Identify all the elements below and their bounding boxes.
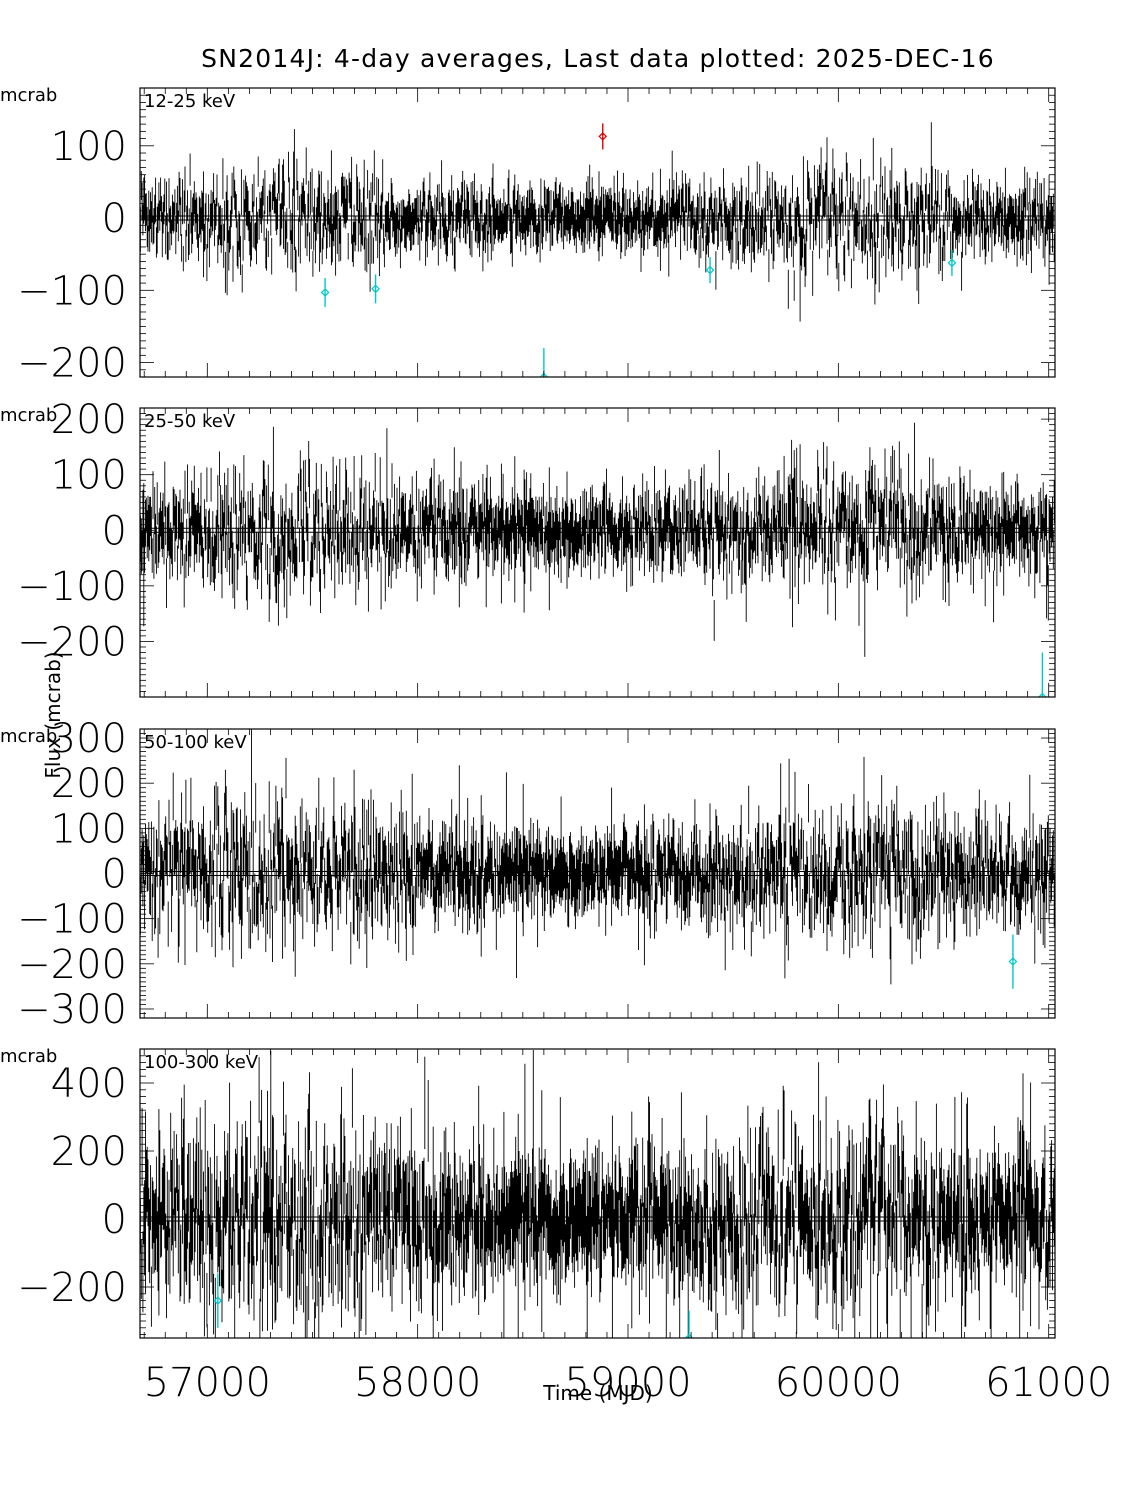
- panel-1: −200 −100 0 100 mcrab 12-25 keV: [0, 85, 1056, 387]
- panel-frame: [139, 87, 1056, 378]
- highlight-point-1: [1008, 934, 1018, 989]
- y-tick-label: −100: [17, 268, 127, 314]
- highlight-point-4: [598, 123, 608, 150]
- y-tick-label: −200: [17, 341, 127, 387]
- x-tick-label: 57000: [144, 1360, 271, 1406]
- error-bars: [140, 422, 1055, 657]
- y-tick-label: −200: [17, 619, 127, 665]
- y-tick-label: 100: [51, 124, 127, 170]
- data-series: [140, 1050, 1055, 1338]
- y-tick-label: 400: [51, 1061, 127, 1107]
- y-tick-label: 100: [51, 453, 127, 499]
- y-tick-label: 300: [51, 716, 127, 762]
- y-tick-label: 0: [102, 852, 127, 898]
- highlight-point-1: [320, 278, 330, 307]
- unit-label: mcrab: [0, 405, 57, 426]
- y-axis-label: Flux (mcrab): [41, 651, 65, 778]
- highlight-point-1: [1038, 652, 1047, 697]
- error-bars: [140, 122, 1055, 322]
- data-series: [140, 422, 1055, 697]
- data-series: [140, 729, 1055, 989]
- error-bars: [140, 729, 1055, 985]
- panel-frame: [139, 1048, 1056, 1339]
- unit-label: mcrab: [0, 1046, 57, 1067]
- error-bars: [140, 1050, 1055, 1338]
- highlight-point-1: [213, 1273, 223, 1328]
- chart-title: SN2014J: 4-day averages, Last data plott…: [201, 44, 995, 73]
- y-tick-label: −100: [17, 564, 127, 610]
- y-tick-label: −200: [17, 1265, 127, 1311]
- highlight-point-5: [705, 257, 715, 284]
- highlight-point-6: [947, 249, 957, 276]
- x-tick-label: 59000: [564, 1360, 691, 1406]
- band-label: 12-25 keV: [144, 91, 236, 112]
- band-label: 25-50 keV: [144, 411, 236, 432]
- unit-label: mcrab: [0, 85, 57, 106]
- unit-label: mcrab: [0, 726, 57, 747]
- y-tick-label: 0: [102, 508, 127, 554]
- highlight-point-3: [539, 348, 549, 377]
- band-label: 100-300 keV: [144, 1052, 259, 1073]
- y-tick-label: −100: [17, 897, 127, 943]
- y-tick-label: 200: [51, 761, 127, 807]
- x-tick-label: 61000: [985, 1360, 1112, 1406]
- x-tick-label: 58000: [354, 1360, 481, 1406]
- y-tick-label: 200: [51, 1129, 127, 1175]
- band-label: 50-100 keV: [144, 732, 247, 753]
- y-tick-label: 0: [102, 1197, 127, 1243]
- y-tick-label: 200: [51, 397, 127, 443]
- x-tick-labels: 57000 58000 59000 60000 61000: [144, 1360, 1113, 1406]
- data-series: [140, 122, 1055, 377]
- y-tick-label: −300: [17, 987, 127, 1033]
- y-tick-label: −200: [17, 942, 127, 988]
- x-tick-label: 60000: [775, 1360, 902, 1406]
- y-tick-label: 100: [51, 806, 127, 852]
- y-tick-label: 0: [102, 196, 127, 242]
- highlight-point-2: [371, 274, 380, 304]
- x-axis-label: Time (MJD): [542, 1381, 652, 1405]
